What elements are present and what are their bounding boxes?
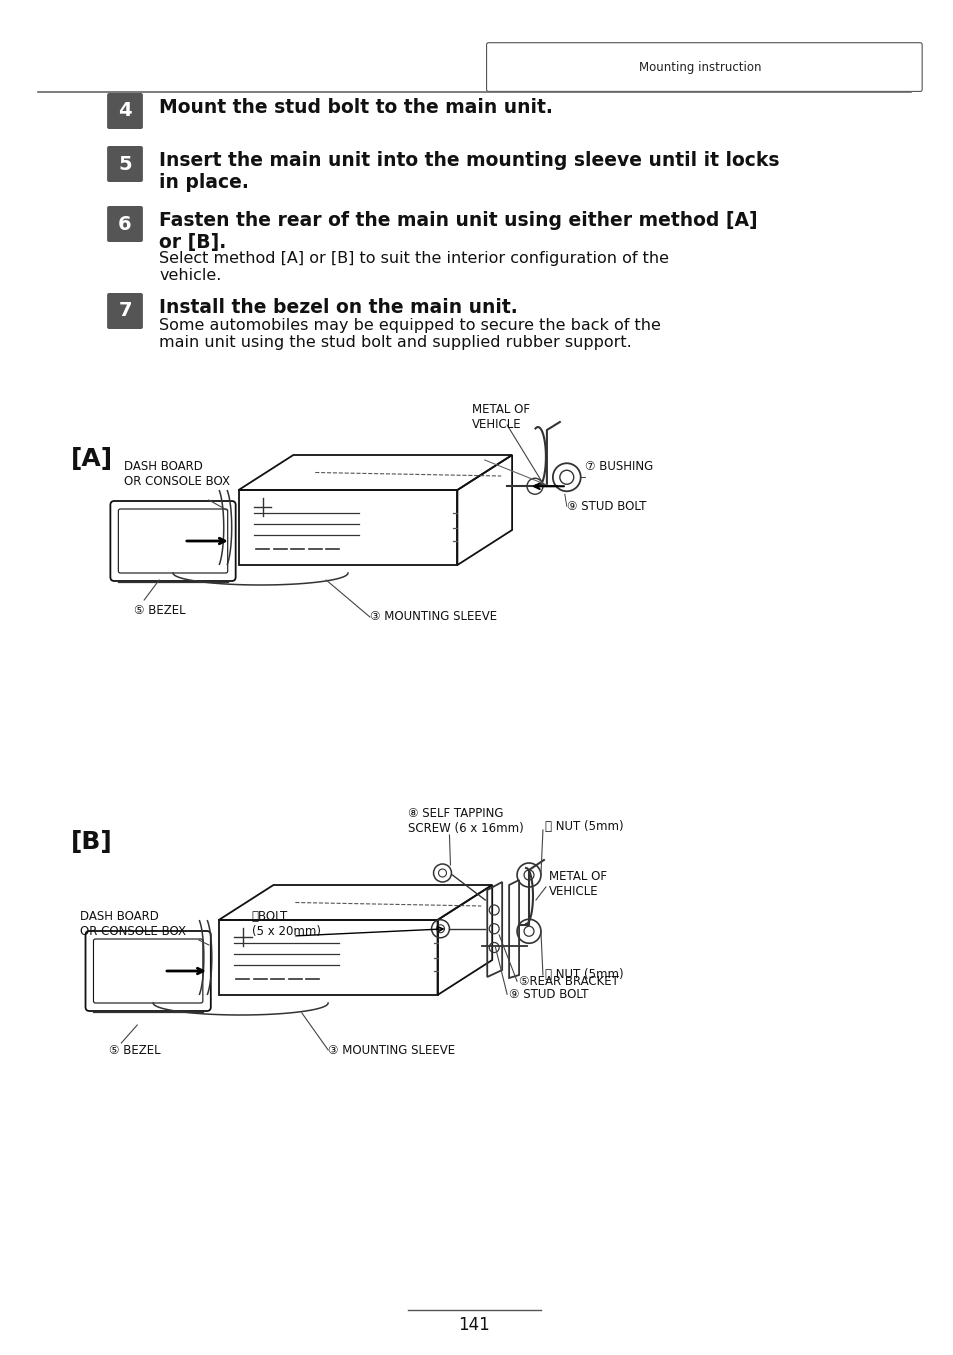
Text: Mounting instruction: Mounting instruction [639, 61, 760, 75]
Text: ③ MOUNTING SLEEVE: ③ MOUNTING SLEEVE [328, 1043, 455, 1057]
FancyBboxPatch shape [486, 43, 922, 91]
FancyBboxPatch shape [118, 509, 228, 573]
FancyBboxPatch shape [111, 501, 235, 581]
Text: DASH BOARD
OR CONSOLE BOX: DASH BOARD OR CONSOLE BOX [124, 459, 230, 488]
Text: 141: 141 [458, 1316, 490, 1335]
FancyBboxPatch shape [86, 931, 211, 1011]
Text: ⑨ STUD BOLT: ⑨ STUD BOLT [566, 500, 645, 512]
Text: 5: 5 [118, 154, 132, 173]
Text: ⒪ NUT (5mm): ⒪ NUT (5mm) [544, 821, 623, 833]
Text: ⑦ BUSHING: ⑦ BUSHING [584, 459, 652, 473]
Text: ⑤ BEZEL: ⑤ BEZEL [134, 603, 186, 617]
Text: ⒪ NUT (5mm): ⒪ NUT (5mm) [544, 969, 623, 981]
Text: ⒩BOLT
(5 x 20mm): ⒩BOLT (5 x 20mm) [252, 911, 320, 938]
Text: Fasten the rear of the main unit using either method [A]
or [B].: Fasten the rear of the main unit using e… [159, 211, 758, 252]
Text: METAL OF
VEHICLE: METAL OF VEHICLE [548, 870, 606, 898]
Text: METAL OF
VEHICLE: METAL OF VEHICLE [472, 402, 530, 431]
FancyBboxPatch shape [107, 206, 143, 243]
Text: Mount the stud bolt to the main unit.: Mount the stud bolt to the main unit. [159, 98, 553, 117]
Text: Some automobiles may be equipped to secure the back of the
main unit using the s: Some automobiles may be equipped to secu… [159, 318, 660, 351]
Text: ⑤ BEZEL: ⑤ BEZEL [110, 1043, 161, 1057]
Text: ⑤REAR BRACKET: ⑤REAR BRACKET [518, 974, 618, 988]
FancyBboxPatch shape [107, 146, 143, 182]
Text: [B]: [B] [71, 831, 112, 854]
Text: Select method [A] or [B] to suit the interior configuration of the
vehicle.: Select method [A] or [B] to suit the int… [159, 251, 669, 283]
FancyBboxPatch shape [93, 939, 203, 1003]
Text: ⑨ STUD BOLT: ⑨ STUD BOLT [509, 988, 588, 1001]
FancyBboxPatch shape [107, 93, 143, 129]
Text: 4: 4 [118, 102, 132, 121]
Text: Install the bezel on the main unit.: Install the bezel on the main unit. [159, 298, 517, 317]
Text: 7: 7 [118, 302, 132, 321]
Text: [A]: [A] [71, 447, 113, 472]
Text: DASH BOARD
OR CONSOLE BOX: DASH BOARD OR CONSOLE BOX [79, 911, 185, 938]
Text: 6: 6 [118, 214, 132, 233]
Text: ③ MOUNTING SLEEVE: ③ MOUNTING SLEEVE [370, 611, 497, 623]
Text: ⑧ SELF TAPPING
SCREW (6 x 16mm): ⑧ SELF TAPPING SCREW (6 x 16mm) [407, 808, 523, 835]
Text: Insert the main unit into the mounting sleeve until it locks
in place.: Insert the main unit into the mounting s… [159, 150, 779, 192]
FancyBboxPatch shape [107, 293, 143, 329]
